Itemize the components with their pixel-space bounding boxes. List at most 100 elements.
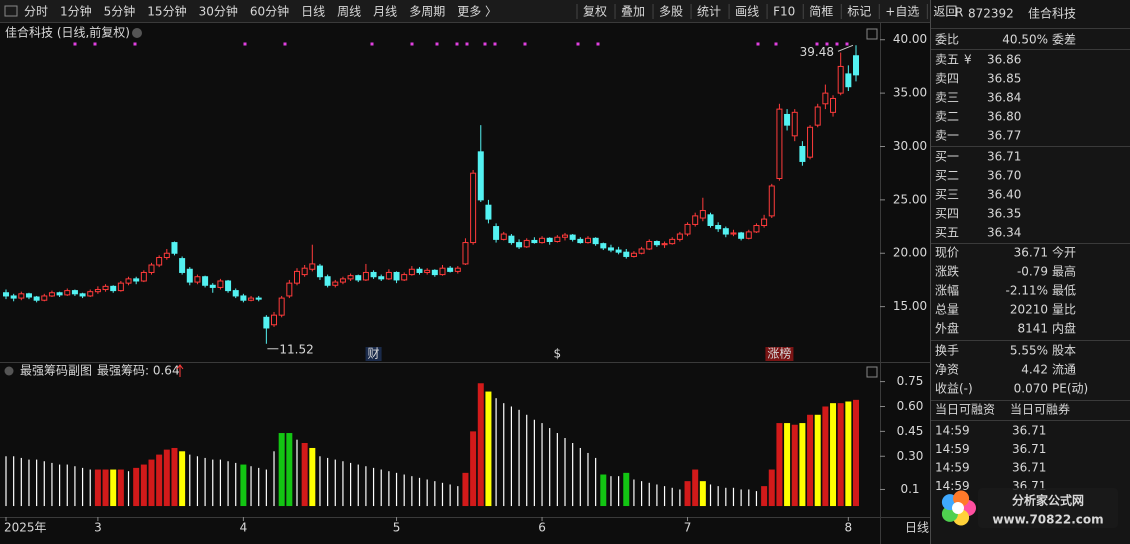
toolbar-item[interactable]: F10 — [773, 5, 795, 19]
toolbar-item[interactable]: 30分钟 — [199, 4, 238, 19]
candle-body — [163, 252, 170, 259]
event-marker[interactable]: $ — [554, 347, 562, 361]
quote-value: 5.55% — [1010, 344, 1048, 358]
candle-body — [584, 237, 591, 244]
candle-body — [110, 285, 117, 292]
sub-menu[interactable] — [4, 366, 14, 376]
candle-body — [562, 234, 569, 238]
toolbar-item[interactable]: 多股 — [659, 5, 683, 19]
bar — [684, 481, 691, 507]
x-tick-label: 4 — [240, 521, 248, 535]
quote-label: 流通 — [1052, 363, 1076, 377]
toolbar-item[interactable]: 叠加 — [621, 5, 645, 19]
signal-dot — [596, 42, 600, 46]
candle-body — [837, 65, 844, 94]
ask-label: 卖三 — [935, 91, 959, 105]
quote-label: 最低 — [1052, 284, 1076, 298]
signal-dot — [370, 42, 374, 46]
bar — [286, 433, 293, 507]
y-tick-label: 0.75 — [897, 374, 924, 388]
toolbar-item[interactable]: 1分钟 — [60, 4, 92, 19]
toolbar-item[interactable]: 日线 — [301, 5, 325, 19]
candle-body — [485, 204, 492, 220]
signal-dot — [815, 42, 819, 46]
toolbar-item[interactable]: +自选 — [885, 5, 919, 19]
toolbar-item[interactable]: 15分钟 — [147, 4, 186, 19]
toolbar-item[interactable]: 更多 〉 — [457, 5, 497, 19]
toolbar-item[interactable]: 分时 — [24, 5, 48, 19]
candle-body — [577, 238, 584, 244]
bar — [768, 469, 775, 507]
toolbar-icon[interactable] — [4, 5, 18, 17]
toolbar-item[interactable]: 标记 — [847, 5, 871, 19]
candle-body — [202, 276, 209, 286]
bar — [156, 454, 163, 507]
toolbar-item[interactable]: 画线 — [735, 5, 759, 19]
candle-body — [33, 296, 40, 301]
candle-body — [309, 263, 316, 270]
bid-price: 36.35 — [987, 207, 1021, 221]
y-tick-label: 35.00 — [893, 86, 927, 100]
trade-price: 36.71 — [1012, 424, 1046, 438]
quote-value: 36.71 — [1014, 246, 1048, 260]
candle-body — [761, 218, 768, 226]
bar — [814, 414, 821, 507]
bar — [761, 486, 768, 507]
candle-body — [71, 290, 78, 295]
candle-body — [48, 292, 55, 297]
bar — [623, 472, 630, 507]
candle-body — [600, 243, 607, 249]
quote-label: 总量 — [935, 303, 959, 317]
signal-dot — [825, 42, 829, 46]
bar — [784, 423, 791, 507]
candle-body — [653, 241, 660, 246]
candle-body — [3, 292, 9, 297]
bid-label: 买四 — [935, 207, 959, 221]
bar — [807, 414, 814, 507]
candle-body — [738, 232, 745, 239]
trade-price: 36.71 — [1012, 442, 1046, 456]
candle-body — [454, 267, 461, 272]
event-marker[interactable]: 财 — [368, 347, 380, 361]
toolbar-item[interactable]: 统计 — [697, 5, 721, 19]
bar — [837, 403, 844, 507]
signal-dot — [493, 42, 497, 46]
panel-toggle[interactable] — [866, 28, 878, 40]
toolbar-item[interactable]: 复权 — [583, 5, 607, 19]
title-menu[interactable] — [132, 28, 142, 38]
candle-body — [462, 242, 469, 265]
candle-body — [431, 269, 438, 276]
toolbar-item[interactable]: 60分钟 — [250, 4, 289, 19]
signal-dot — [243, 42, 247, 46]
candle-body — [217, 280, 224, 288]
candle-body — [669, 238, 676, 245]
bar — [140, 464, 147, 507]
candle-body — [784, 113, 791, 126]
signal-dot — [410, 42, 414, 46]
panel-toggle[interactable] — [866, 366, 878, 378]
bar — [133, 467, 140, 507]
stock-name: 佳合科技 — [1028, 6, 1076, 21]
y-tick-label: 25.00 — [893, 192, 927, 206]
toolbar-item[interactable]: 返回 — [933, 5, 957, 19]
candle-body — [638, 248, 645, 254]
toolbar-item[interactable]: 简框 — [809, 5, 833, 19]
candle-body — [493, 226, 500, 240]
bar — [822, 406, 829, 507]
candle-body — [424, 269, 431, 273]
toolbar-item[interactable]: 月线 — [373, 5, 397, 19]
toolbar-item[interactable]: 多周期 — [409, 5, 445, 19]
bar — [830, 403, 837, 507]
candle-body — [401, 274, 408, 281]
bid-label: 买三 — [935, 188, 959, 202]
period-label[interactable]: 日线 — [905, 521, 929, 535]
candle-body — [500, 233, 507, 240]
event-marker[interactable]: 涨榜 — [767, 346, 791, 361]
bar — [470, 431, 477, 507]
ask-label: 卖一 — [935, 129, 959, 143]
quote-label: 委差 — [1052, 33, 1076, 47]
toolbar-item[interactable]: 周线 — [337, 5, 361, 19]
quote-panel-bg — [931, 0, 1130, 544]
toolbar-item[interactable]: 5分钟 — [104, 4, 136, 19]
